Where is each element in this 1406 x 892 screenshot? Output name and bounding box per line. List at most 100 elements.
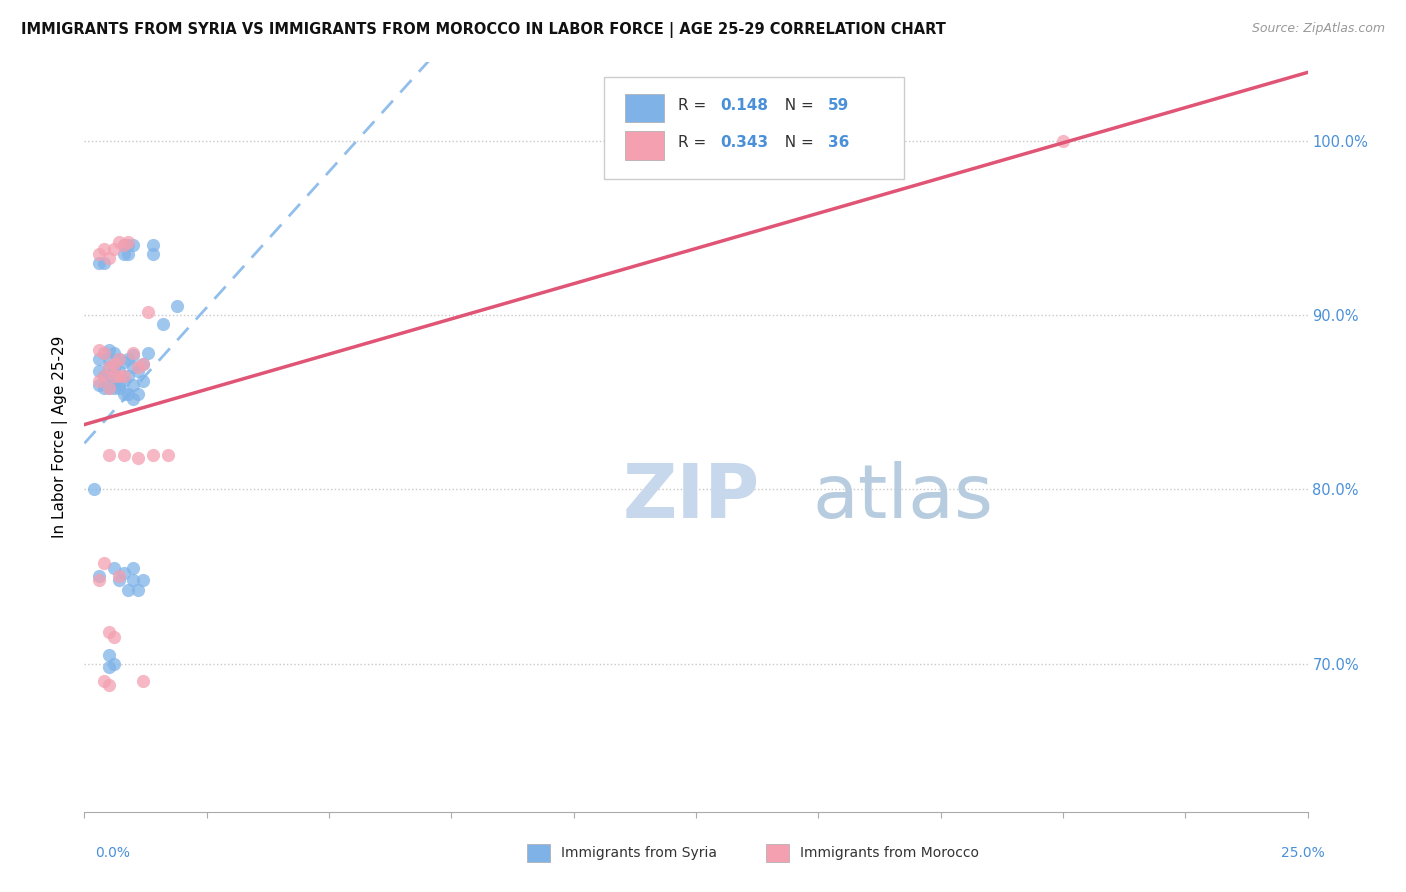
Text: 0.148: 0.148 xyxy=(720,97,769,112)
Point xyxy=(103,657,125,671)
Text: 36: 36 xyxy=(828,135,849,150)
Point xyxy=(103,360,125,375)
Point xyxy=(117,386,139,401)
Point xyxy=(117,235,139,249)
Point xyxy=(107,573,129,587)
Point xyxy=(103,369,125,384)
Point xyxy=(166,299,188,313)
Point xyxy=(132,573,155,587)
Point xyxy=(87,343,110,357)
Point xyxy=(97,381,120,395)
Bar xyxy=(626,131,664,160)
Point xyxy=(117,247,139,261)
Point xyxy=(107,569,129,583)
Point xyxy=(142,238,165,252)
Point xyxy=(122,360,145,375)
Text: ZIP: ZIP xyxy=(623,460,759,533)
Point xyxy=(103,561,125,575)
Point xyxy=(152,317,174,331)
Point xyxy=(97,343,120,357)
Point xyxy=(97,351,120,366)
Point xyxy=(122,238,145,252)
Text: Source: ZipAtlas.com: Source: ZipAtlas.com xyxy=(1251,22,1385,36)
Point xyxy=(93,242,115,256)
Point xyxy=(122,392,145,406)
Bar xyxy=(626,94,664,122)
Point xyxy=(127,386,149,401)
Point xyxy=(142,247,165,261)
Point xyxy=(132,673,155,688)
Point xyxy=(107,351,129,366)
Point xyxy=(112,566,135,580)
Text: atlas: atlas xyxy=(813,460,993,533)
Point xyxy=(87,573,110,587)
Point xyxy=(107,369,129,384)
Point xyxy=(122,346,145,360)
Point xyxy=(112,247,135,261)
Text: 25.0%: 25.0% xyxy=(1281,846,1324,860)
Point xyxy=(97,251,120,265)
Point xyxy=(93,346,115,360)
Bar xyxy=(766,844,789,862)
Text: N =: N = xyxy=(776,97,820,112)
Point xyxy=(1052,134,1074,148)
Y-axis label: In Labor Force | Age 25-29: In Labor Force | Age 25-29 xyxy=(52,336,69,538)
Point xyxy=(87,377,110,392)
Text: R =: R = xyxy=(678,135,711,150)
Point xyxy=(87,364,110,378)
Point xyxy=(93,346,115,360)
Point xyxy=(122,573,145,587)
Text: IMMIGRANTS FROM SYRIA VS IMMIGRANTS FROM MOROCCO IN LABOR FORCE | AGE 25-29 CORR: IMMIGRANTS FROM SYRIA VS IMMIGRANTS FROM… xyxy=(21,22,946,38)
Point xyxy=(97,448,120,462)
Point xyxy=(112,386,135,401)
Text: 0.0%: 0.0% xyxy=(96,846,131,860)
Point xyxy=(112,238,135,252)
Text: 0.343: 0.343 xyxy=(720,135,769,150)
Point xyxy=(122,561,145,575)
Point xyxy=(93,369,115,384)
Point xyxy=(112,374,135,388)
Point xyxy=(107,351,129,366)
Point xyxy=(103,631,125,645)
Point xyxy=(87,247,110,261)
Point xyxy=(103,357,125,371)
Point xyxy=(107,235,129,249)
Point xyxy=(122,348,145,362)
Point xyxy=(87,569,110,583)
Point xyxy=(127,360,149,375)
Point xyxy=(93,256,115,270)
Point xyxy=(87,351,110,366)
Point xyxy=(93,556,115,570)
Point xyxy=(112,355,135,369)
Point xyxy=(117,351,139,366)
Point xyxy=(93,369,115,384)
Point xyxy=(132,357,155,371)
Point xyxy=(107,377,129,392)
Text: Immigrants from Syria: Immigrants from Syria xyxy=(561,846,717,860)
Point xyxy=(156,448,179,462)
Point xyxy=(117,369,139,384)
Point xyxy=(97,648,120,662)
Point xyxy=(97,369,120,384)
Point xyxy=(132,357,155,371)
Point xyxy=(97,360,120,375)
Point xyxy=(136,346,159,360)
Point xyxy=(136,304,159,318)
Point xyxy=(87,256,110,270)
Point xyxy=(93,673,115,688)
Point xyxy=(142,448,165,462)
Point xyxy=(127,583,149,598)
Point xyxy=(97,360,120,375)
Point xyxy=(112,448,135,462)
Point xyxy=(93,381,115,395)
Point xyxy=(112,238,135,252)
Point xyxy=(112,369,135,384)
Point xyxy=(127,450,149,465)
Text: 59: 59 xyxy=(828,97,849,112)
Text: Immigrants from Morocco: Immigrants from Morocco xyxy=(800,846,979,860)
FancyBboxPatch shape xyxy=(605,78,904,178)
Point xyxy=(83,483,105,497)
Point xyxy=(103,374,125,388)
Bar xyxy=(527,844,550,862)
Point xyxy=(87,374,110,388)
